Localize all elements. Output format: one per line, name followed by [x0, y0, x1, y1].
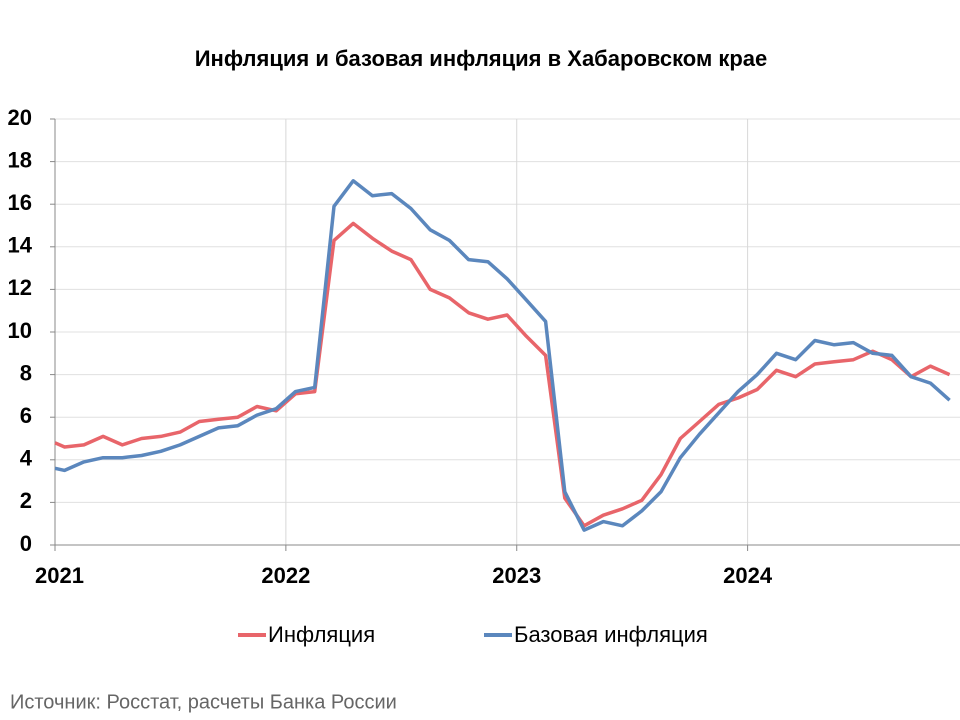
- y-tick-label: 4: [20, 446, 33, 471]
- y-tick-label: 16: [8, 190, 32, 215]
- y-tick-label: 10: [8, 318, 32, 343]
- source-note: Источник: Росстат, расчеты Банка России: [10, 691, 397, 713]
- x-tick-label: 2022: [261, 563, 310, 588]
- y-tick-label: 18: [8, 147, 32, 172]
- y-tick-label: 0: [20, 531, 32, 556]
- legend-label: Инфляция: [268, 622, 375, 647]
- legend-label: Базовая инфляция: [514, 622, 708, 647]
- chart-title: Инфляция и базовая инфляция в Хабаровско…: [195, 46, 768, 71]
- series-line: [54, 179, 951, 532]
- y-tick-label: 2: [20, 488, 32, 513]
- y-tick-label: 14: [8, 233, 33, 258]
- x-tick-label: 2021: [35, 563, 84, 588]
- y-tick-label: 20: [8, 105, 32, 130]
- series-line: [54, 221, 951, 528]
- y-tick-label: 6: [20, 403, 32, 428]
- y-tick-label: 8: [20, 360, 32, 385]
- x-tick-label: 2024: [723, 563, 773, 588]
- x-tick-label: 2023: [492, 563, 541, 588]
- y-tick-label: 12: [8, 275, 32, 300]
